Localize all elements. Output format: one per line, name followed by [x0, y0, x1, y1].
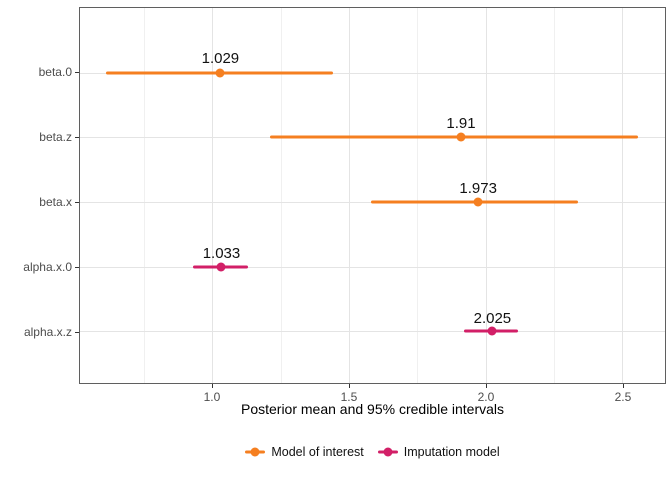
legend-key-dot [383, 447, 393, 457]
pointrange-key-icon [245, 446, 266, 458]
y-axis-tick [75, 72, 79, 73]
x-axis-tick [348, 384, 350, 388]
gridline-x-major [212, 8, 214, 383]
credible-interval-line [269, 135, 639, 139]
y-axis-tick [75, 137, 79, 138]
legend-item: Imputation model [377, 445, 500, 459]
gridline-x-minor [417, 8, 419, 383]
gridline-x-minor [553, 8, 555, 383]
x-axis-tick-label: 1.0 [203, 390, 221, 404]
x-axis-tick-label: 2.0 [477, 390, 495, 404]
posterior-mean-point [473, 197, 483, 207]
x-axis-tick [622, 384, 624, 388]
y-axis-label: alpha.x.0 [23, 260, 72, 274]
legend-label: Imputation model [403, 445, 500, 459]
y-axis-tick [75, 267, 79, 268]
posterior-mean-point [487, 326, 497, 336]
y-axis-label: alpha.x.z [23, 325, 72, 339]
value-label: 1.973 [459, 180, 497, 197]
x-axis-title: Posterior mean and 95% credible interval… [240, 401, 505, 417]
gridline-x-major [622, 8, 624, 383]
y-axis-tick [75, 202, 79, 203]
y-axis-label: beta.z [39, 130, 72, 144]
value-label: 2.025 [473, 310, 512, 327]
legend-item: Model of interest [245, 445, 364, 459]
value-label: 1.029 [201, 50, 240, 67]
x-axis-tick [485, 384, 487, 388]
gridline-x-minor [144, 8, 146, 383]
gridline-y-major [80, 331, 665, 333]
plot-panel: 1.029 1.91 1.973 1.033 2.025 [79, 7, 666, 384]
posterior-mean-point [456, 132, 466, 142]
y-axis-tick [75, 332, 79, 333]
x-axis-tick [211, 384, 213, 388]
posterior-mean-point [216, 262, 226, 272]
y-axis-label: beta.0 [38, 65, 72, 79]
value-label: 1.91 [446, 115, 476, 132]
posterior-mean-point [215, 68, 225, 78]
y-axis-label: beta.x [39, 195, 72, 209]
legend: Model of interest Imputation model [79, 446, 666, 459]
legend-label: Model of interest [271, 445, 364, 459]
gridline-x-minor [280, 8, 282, 383]
x-axis-tick-label: 2.5 [614, 390, 632, 404]
gridline-y-major [80, 266, 665, 268]
value-label: 1.033 [202, 245, 241, 262]
gridline-x-major [349, 8, 350, 383]
legend-key-dot [250, 447, 260, 457]
pointrange-key-icon [377, 446, 398, 458]
gridline-y-major [80, 72, 665, 74]
gridline-x-major [485, 8, 487, 383]
x-axis-tick-label: 1.5 [340, 390, 358, 404]
